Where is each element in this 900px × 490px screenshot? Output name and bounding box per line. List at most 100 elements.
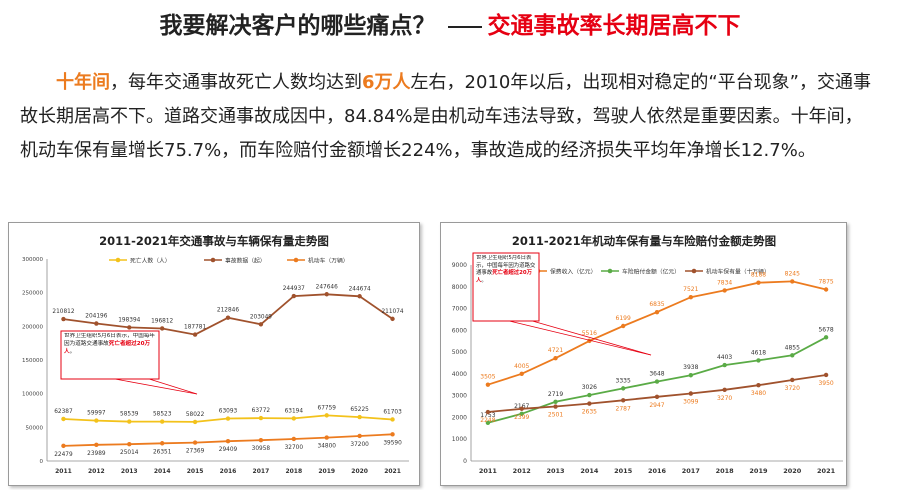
legend-swatch-marker xyxy=(115,257,121,263)
data-point xyxy=(127,325,132,330)
annotation-text-container: 世界卫生组织5月6日表示，中国每年因为道路交通事故死亡者超过20万人。 xyxy=(64,333,155,355)
x-tick-label: 2017 xyxy=(253,468,270,475)
data-label: 3505 xyxy=(480,374,495,381)
data-label: 7521 xyxy=(683,286,698,293)
annotation-pointer xyxy=(114,378,198,395)
x-tick-label: 2019 xyxy=(318,468,335,475)
annotation-pointer xyxy=(149,378,198,395)
data-point xyxy=(688,391,694,396)
title-topic: 交通事故率长期居高不下 xyxy=(487,13,741,39)
data-point xyxy=(258,415,264,421)
data-label: 204196 xyxy=(85,314,107,320)
x-tick-label: 2014 xyxy=(580,467,599,475)
annotation-callout: 世界卫生组织5月6日表示，中国每年因为道路交通事故死亡者超过20万人。 xyxy=(60,330,198,395)
data-label: 27369 xyxy=(186,449,205,455)
x-tick-label: 2014 xyxy=(154,468,171,475)
data-point xyxy=(553,404,558,409)
data-point xyxy=(620,398,626,403)
x-tick-label: 2021 xyxy=(817,467,836,475)
data-point xyxy=(390,417,395,422)
data-label: 58523 xyxy=(153,412,172,418)
data-label: 62387 xyxy=(54,409,73,415)
data-label: 8245 xyxy=(785,270,800,277)
data-point xyxy=(485,420,491,426)
data-point xyxy=(258,322,264,327)
data-point xyxy=(324,292,329,297)
data-label: 2719 xyxy=(548,391,563,398)
x-tick-label: 2018 xyxy=(285,468,302,475)
y-tick-label: 1000 xyxy=(452,436,467,443)
data-label: 2399 xyxy=(514,414,529,421)
x-tick-label: 2016 xyxy=(220,468,237,475)
data-label: 7834 xyxy=(717,279,732,286)
data-label: 3480 xyxy=(751,390,766,397)
highlight-sixty-thousand: 6万人 xyxy=(362,72,411,93)
data-point xyxy=(94,321,99,326)
x-tick-label: 2020 xyxy=(783,467,802,475)
data-label: 22479 xyxy=(54,452,73,458)
y-tick-label: 0 xyxy=(463,458,467,465)
x-tick-label: 2012 xyxy=(513,467,531,475)
data-label: 3099 xyxy=(683,399,698,406)
data-point xyxy=(225,438,231,444)
data-point xyxy=(357,414,362,420)
data-label: 61703 xyxy=(383,409,402,415)
y-tick-label: 100000 xyxy=(22,392,43,398)
annotation-text: 世界卫生组织5月6日表示，中国每年因为道路交通事故死亡者超过20万人。 xyxy=(476,255,536,284)
data-label: 37200 xyxy=(350,442,369,448)
annotation-callout: 世界卫生组织5月6日表示，中国每年因为道路交通事故死亡者超过20万人。 xyxy=(472,252,652,356)
data-point xyxy=(291,293,297,299)
y-tick-label: 2000 xyxy=(452,414,467,421)
x-tick-label: 2011 xyxy=(55,468,72,475)
data-point xyxy=(722,288,727,293)
y-tick-label: 5000 xyxy=(452,349,467,356)
data-point xyxy=(620,386,626,391)
data-label: 2248 xyxy=(480,417,495,424)
data-label: 2501 xyxy=(548,412,563,419)
data-point xyxy=(127,419,132,424)
data-point xyxy=(291,416,297,421)
data-label: 198394 xyxy=(118,317,140,323)
x-tick-label: 2011 xyxy=(479,467,498,475)
data-label: 58539 xyxy=(120,412,139,418)
y-tick-label: 50000 xyxy=(26,425,44,431)
data-label: 187781 xyxy=(184,325,206,331)
data-point xyxy=(620,323,626,329)
chart-title: 2011-2021年交通事故与车辆保有量走势图 xyxy=(99,234,329,248)
highlight-ten-years: 十年间 xyxy=(56,72,110,93)
data-point xyxy=(790,377,795,383)
data-label: 7875 xyxy=(818,279,833,286)
data-point xyxy=(159,441,165,446)
y-tick-label: 150000 xyxy=(22,358,43,364)
data-point xyxy=(61,416,66,422)
title-question: 我要解决客户的哪些痛点？ xyxy=(159,13,436,39)
data-point xyxy=(390,432,395,437)
data-point xyxy=(192,332,198,337)
x-tick-label: 2017 xyxy=(682,467,700,475)
data-label: 30958 xyxy=(252,446,271,452)
data-point xyxy=(61,316,66,322)
data-label: 63772 xyxy=(252,408,271,414)
y-tick-label: 0 xyxy=(40,459,44,465)
data-point xyxy=(159,326,165,331)
data-label: 8188 xyxy=(751,272,766,279)
data-label: 29409 xyxy=(219,447,238,453)
data-label: 3335 xyxy=(616,377,631,384)
data-label: 210812 xyxy=(52,309,74,315)
data-label: 65225 xyxy=(350,407,369,413)
data-label: 3648 xyxy=(649,371,664,378)
x-tick-label: 2015 xyxy=(187,468,204,475)
data-label: 58022 xyxy=(186,412,205,418)
data-label: 5678 xyxy=(818,326,833,333)
legend-label: 事故数据（起） xyxy=(225,257,266,265)
data-label: 4005 xyxy=(514,363,529,370)
legend-label: 保费收入（亿元） xyxy=(550,268,596,276)
data-label: 3270 xyxy=(717,395,732,402)
data-label: 39590 xyxy=(383,440,402,446)
paragraph-text-2: 左右，2010年以后，出现相对稳定的“平台现象”，交通事故长期居高不下。道路交通… xyxy=(20,72,871,161)
data-point xyxy=(553,355,558,361)
x-tick-label: 2019 xyxy=(749,467,768,475)
legend-swatch-marker xyxy=(607,268,613,274)
y-tick-label: 6000 xyxy=(452,327,467,334)
